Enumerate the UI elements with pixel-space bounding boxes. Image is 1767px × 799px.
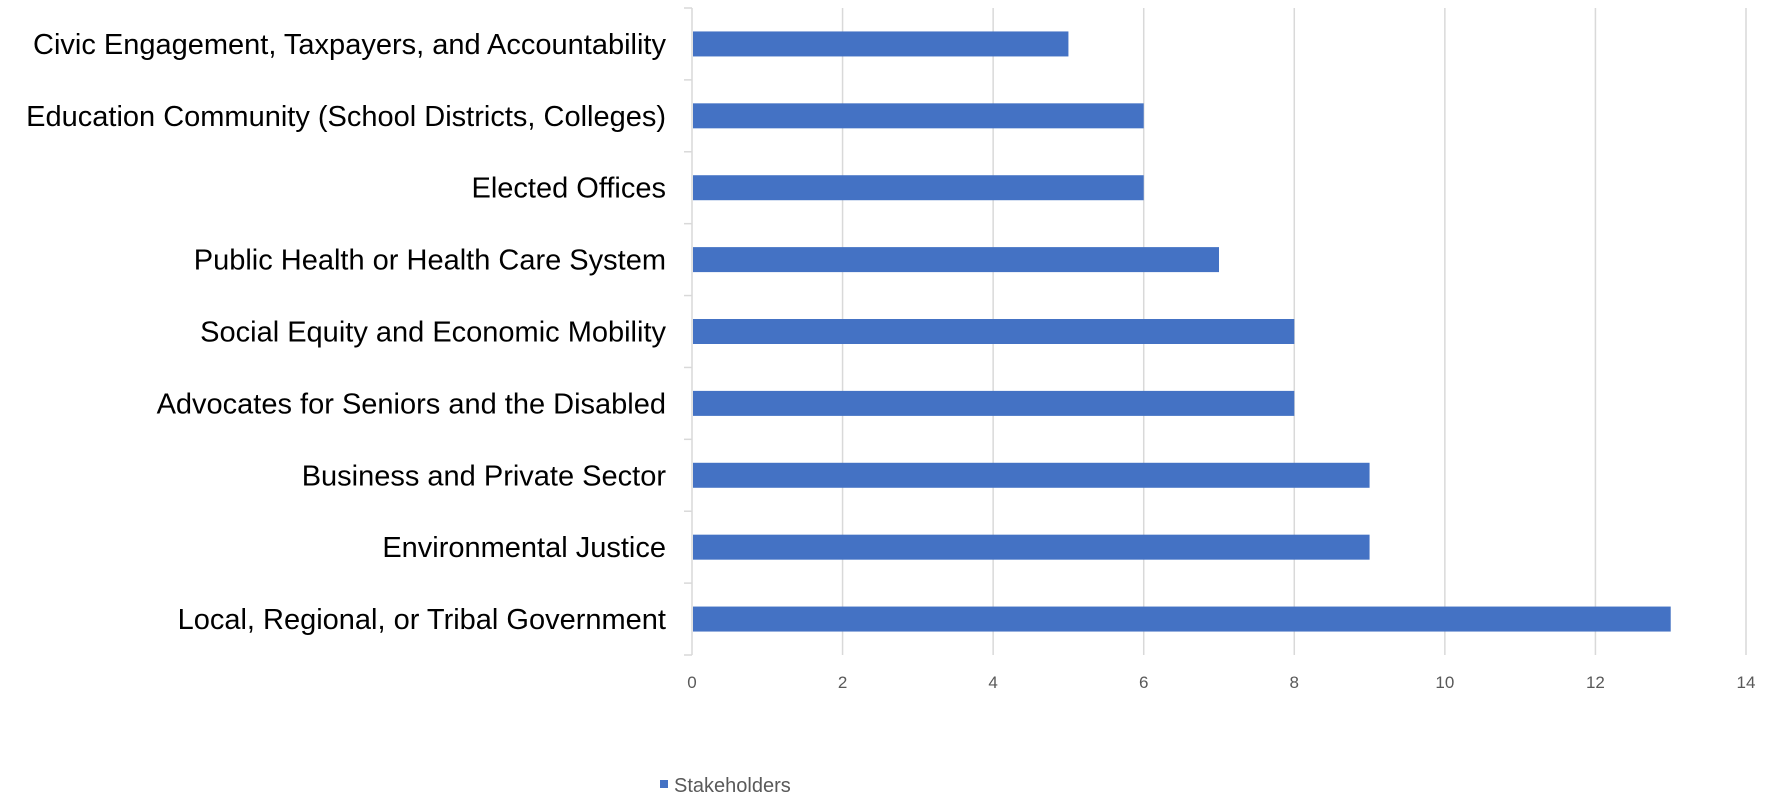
- x-tick-label: 12: [1586, 673, 1605, 692]
- bar: [693, 462, 1370, 488]
- x-tick-label: 4: [988, 673, 997, 692]
- category-label: Advocates for Seniors and the Disabled: [157, 388, 666, 420]
- x-tick-label: 14: [1737, 673, 1756, 692]
- category-axis: [684, 7, 693, 656]
- bar: [693, 534, 1370, 560]
- bar: [693, 175, 1144, 201]
- bars: [693, 31, 1671, 632]
- category-label: Local, Regional, or Tribal Government: [178, 604, 666, 636]
- x-tick-labels: 0 2 4 6 8 10 12 14: [687, 673, 1755, 692]
- category-labels: Civic Engagement, Taxpayers, and Account…: [26, 29, 666, 636]
- category-label: Social Equity and Economic Mobility: [200, 317, 666, 349]
- category-label: Elected Offices: [471, 173, 666, 205]
- category-label: Environmental Justice: [382, 532, 666, 564]
- x-tick-label: 8: [1290, 673, 1299, 692]
- x-tick-label: 0: [687, 673, 696, 692]
- category-label: Business and Private Sector: [302, 460, 667, 492]
- bar: [693, 319, 1295, 344]
- x-tick-label: 10: [1435, 673, 1454, 692]
- bar: [693, 390, 1295, 416]
- legend-label: Stakeholders: [674, 775, 791, 797]
- bar: [693, 606, 1671, 632]
- bar: [693, 103, 1144, 129]
- category-label: Civic Engagement, Taxpayers, and Account…: [33, 29, 666, 61]
- legend: Stakeholders: [660, 775, 791, 797]
- x-tick-label: 2: [838, 673, 847, 692]
- bar: [693, 31, 1069, 57]
- legend-swatch: [660, 780, 668, 788]
- x-tick-label: 6: [1139, 673, 1148, 692]
- bar: [693, 247, 1219, 273]
- category-label: Education Community (School Districts, C…: [26, 101, 666, 133]
- category-label: Public Health or Health Care System: [194, 245, 666, 277]
